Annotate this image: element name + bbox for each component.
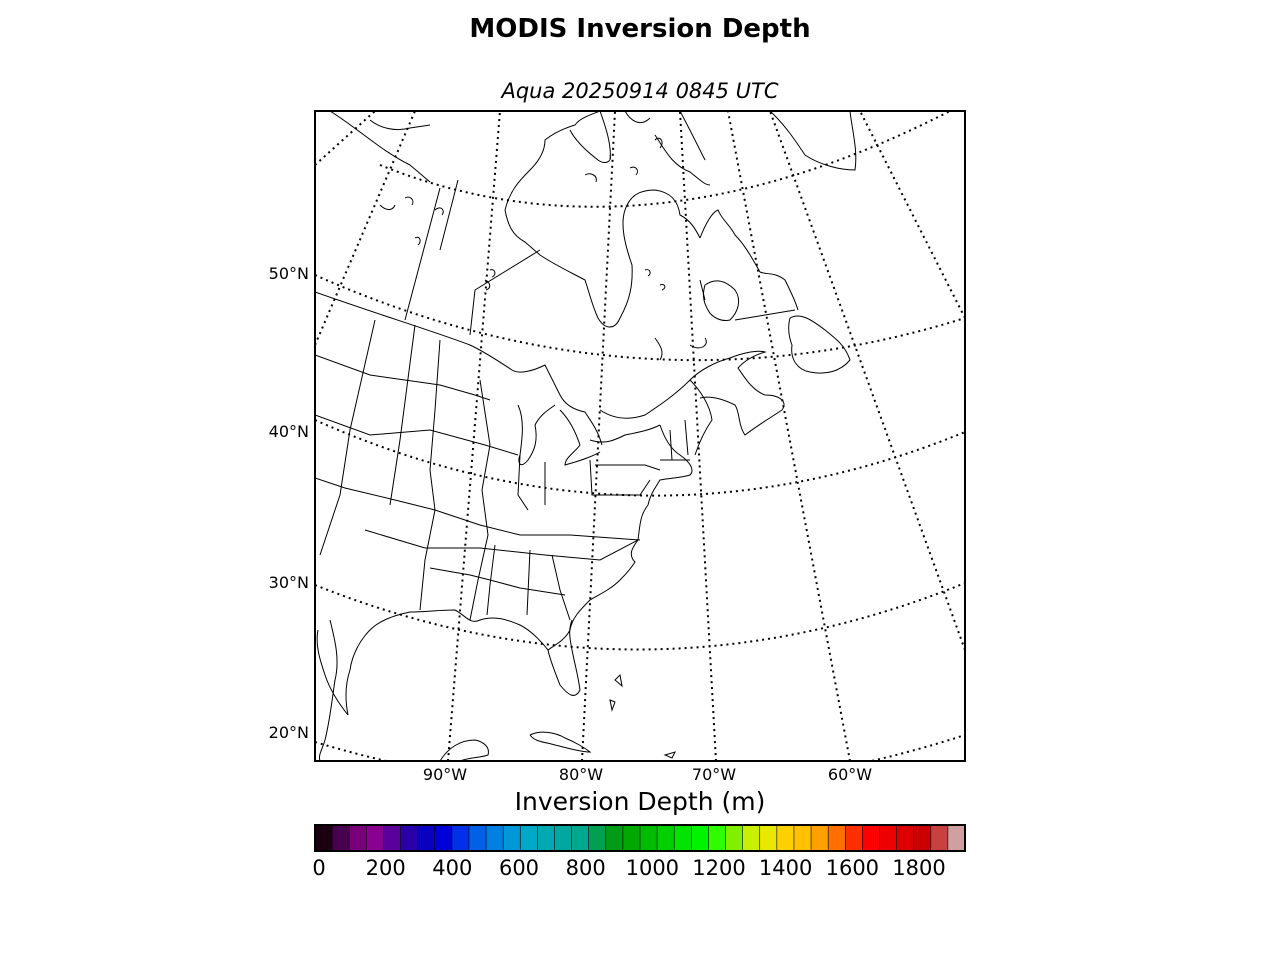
- colorbar-tick-label: 200: [365, 856, 406, 880]
- meridian-80w: [581, 111, 616, 761]
- lon-label-90w: 90°W: [422, 765, 468, 784]
- map-frame: [314, 110, 966, 762]
- parallel-30n: [315, 582, 965, 651]
- colorbar-tick-label: 1800: [892, 856, 946, 880]
- colorbar-tick-label: 1400: [758, 856, 813, 880]
- meridian-90w: [447, 111, 501, 761]
- meridian-100w: [315, 111, 416, 346]
- lon-label-80w: 80°W: [558, 765, 604, 784]
- lat-label-40n: 40°N: [268, 422, 309, 441]
- map-content: [315, 111, 965, 761]
- meridian-50w: [769, 111, 965, 651]
- colorbar-title: Inversion Depth (m): [514, 787, 766, 816]
- colorbar-tick-label: 0: [312, 856, 326, 880]
- meridian-40w: [859, 111, 965, 319]
- meridian-110w: [315, 111, 376, 166]
- lon-label-70w: 70°W: [691, 765, 737, 784]
- colorbar-tick-label: 1000: [625, 856, 680, 880]
- lat-label-20n: 20°N: [268, 723, 309, 742]
- lat-label-50n: 50°N: [268, 264, 309, 283]
- colorbar-tick-label: 600: [498, 856, 540, 880]
- lon-label-60w: 60°W: [827, 765, 873, 784]
- colorbar-tick-label: 1200: [692, 856, 746, 880]
- parallel-50n: [315, 274, 965, 362]
- parallel-40n: [315, 419, 965, 497]
- parallel-60n: [379, 111, 951, 208]
- border-layer: [315, 179, 796, 621]
- colorbar-tick-label: 400: [432, 856, 473, 880]
- graticule: [315, 111, 965, 761]
- colorbar-tick-label: 1600: [825, 856, 880, 880]
- map-subtitle: Aqua 20250914 0845 UTC: [501, 79, 779, 103]
- map-title: MODIS Inversion Depth: [469, 14, 811, 44]
- meridian-70w: [679, 111, 717, 761]
- coastline-layer: [316, 111, 857, 761]
- colorbar-tick-label: 800: [565, 856, 606, 880]
- meridian-60w: [727, 111, 851, 761]
- lat-label-30n: 30°N: [268, 573, 309, 592]
